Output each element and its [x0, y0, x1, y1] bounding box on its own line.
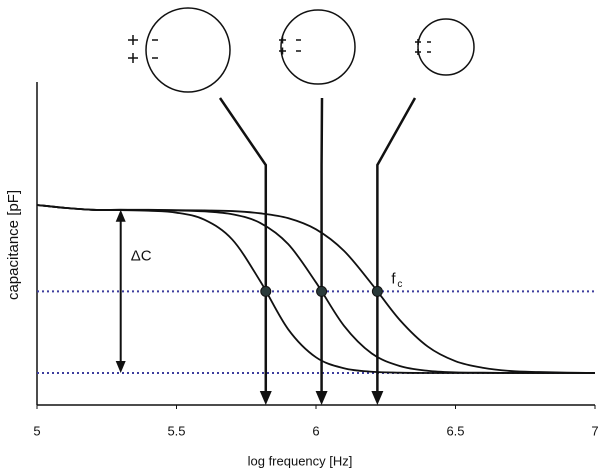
fc-label: f: [391, 270, 396, 287]
crossover-point: [260, 285, 272, 297]
arrow-head: [115, 361, 126, 373]
cell: [280, 9, 356, 85]
x-tick-label: 6.5: [446, 423, 464, 438]
x-axis-label: log frequency [Hz]: [248, 453, 353, 468]
arrow-head: [259, 391, 272, 405]
cell: [417, 18, 475, 76]
delta-label: ΔC: [131, 247, 152, 264]
leader-arrow: [218, 97, 268, 395]
x-tick-label: 5: [33, 423, 40, 438]
arrow-head: [115, 209, 126, 222]
crossover-point: [371, 285, 383, 297]
charges: [415, 39, 431, 55]
charges: [279, 36, 301, 55]
arrow-head: [371, 391, 384, 405]
x-tick-label: 6: [312, 423, 319, 438]
charges: [128, 35, 158, 63]
y-axis-label: capacitance [pF]: [5, 190, 22, 300]
arrow-head: [315, 391, 328, 405]
x-tick-label: 7: [591, 423, 598, 438]
cell: [145, 7, 231, 93]
leader-arrow: [376, 97, 417, 395]
line: [36, 204, 596, 374]
x-tick-label: 5.5: [167, 423, 185, 438]
crossover-point: [316, 285, 328, 297]
fc-subscript: c: [397, 279, 402, 290]
cells: [128, 7, 475, 93]
